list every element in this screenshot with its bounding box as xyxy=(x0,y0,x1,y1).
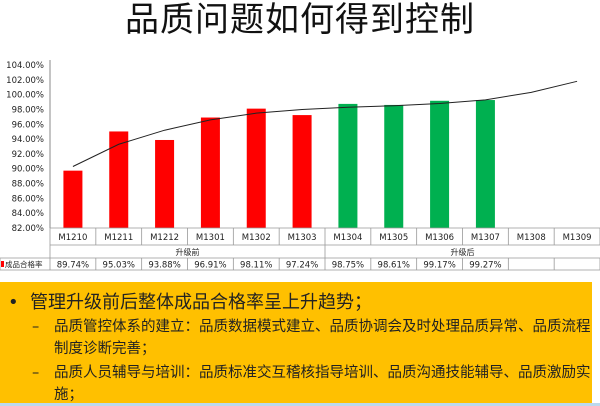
x-tick-label: M1306 xyxy=(425,233,454,243)
x-tick-label: M1210 xyxy=(58,233,87,243)
y-tick-label: 88.00% xyxy=(12,180,44,190)
bar xyxy=(338,103,358,228)
y-tick-label: 104.00% xyxy=(6,61,44,71)
dash-icon: – xyxy=(32,365,40,381)
sub-bullet: – 品质人员辅导与培训：品质标准交互稽核指导培训、品质沟通技能辅导、品质激励实施； xyxy=(32,362,592,406)
y-tick-label: 90.00% xyxy=(12,165,44,175)
x-tick-label: M1307 xyxy=(471,233,500,243)
y-tick-label: 98.00% xyxy=(12,105,44,115)
x-tick-label: M1303 xyxy=(288,233,317,243)
group-label: 升级后 xyxy=(451,247,475,257)
data-label: 96.91% xyxy=(194,261,226,271)
bullet-dot-icon: • xyxy=(8,292,19,313)
sub-bullet-text: 品质管控体系的建立：品质数据模式建立、品质协调会及时处理品质异常、品质流程制度诊… xyxy=(54,319,591,357)
bottom-strip xyxy=(0,403,600,406)
slide-title: 品质问题如何得到控制 xyxy=(125,0,475,40)
bar xyxy=(292,115,312,228)
data-label: 98.11% xyxy=(240,261,272,271)
y-tick-label: 92.00% xyxy=(12,150,44,160)
bar xyxy=(200,117,220,228)
bar xyxy=(155,139,175,228)
data-label: 95.03% xyxy=(103,261,135,271)
x-tick-label: M1301 xyxy=(196,233,225,243)
x-tick-label: M1309 xyxy=(563,233,592,243)
data-label: 98.75% xyxy=(332,261,364,271)
group-label: 升级前 xyxy=(176,247,200,257)
y-tick-label: 96.00% xyxy=(12,120,44,130)
bar xyxy=(63,170,83,228)
x-tick-label: M1211 xyxy=(104,233,133,243)
data-label: 98.61% xyxy=(378,261,410,271)
y-tick-label: 84.00% xyxy=(12,209,44,219)
y-tick-label: 82.00% xyxy=(12,224,44,234)
bar xyxy=(475,100,495,228)
bar xyxy=(384,104,404,228)
sub-bullet-text: 品质人员辅导与培训：品质标准交互稽核指导培训、品质沟通技能辅导、品质激励实施； xyxy=(54,365,591,403)
legend-label: 成品合格率 xyxy=(5,259,43,269)
main-bullet: • 管理升级前后整体成品合格率呈上升趋势； xyxy=(8,288,372,314)
x-tick-label: M1304 xyxy=(333,233,362,243)
bar-chart: 82.00% 84.00% 86.00% 88.00% 90.00% 92.00% 94.0… xyxy=(0,60,600,271)
trendline xyxy=(72,80,578,167)
data-label: 97.24% xyxy=(286,261,318,271)
data-label: 89.74% xyxy=(57,261,89,271)
y-tick-label: 94.00% xyxy=(12,135,44,145)
bar xyxy=(430,100,450,228)
x-tick-label: M1308 xyxy=(517,233,546,243)
bar xyxy=(246,108,266,228)
y-tick-label: 102.00% xyxy=(6,76,44,86)
sub-bullet: – 品质管控体系的建立：品质数据模式建立、品质协调会及时处理品质异常、品质流程制度… xyxy=(32,316,592,360)
dash-icon: – xyxy=(32,319,40,335)
legend-swatch xyxy=(1,261,4,267)
data-label: 99.17% xyxy=(423,261,455,271)
bar xyxy=(109,131,129,228)
data-label: 93.88% xyxy=(148,261,180,271)
y-tick-label: 100.00% xyxy=(6,91,44,101)
x-tick-label: M1302 xyxy=(242,233,271,243)
y-tick-label: 86.00% xyxy=(12,194,44,204)
notes-box: • 管理升级前后整体成品合格率呈上升趋势； – 品质管控体系的建立：品质数据模式建立… xyxy=(0,282,592,403)
x-tick-label: M1212 xyxy=(150,233,179,243)
data-label: 99.27% xyxy=(469,261,501,271)
main-bullet-text: 管理升级前后整体成品合格率呈上升趋势； xyxy=(30,292,372,313)
x-tick-label: M1305 xyxy=(379,233,408,243)
